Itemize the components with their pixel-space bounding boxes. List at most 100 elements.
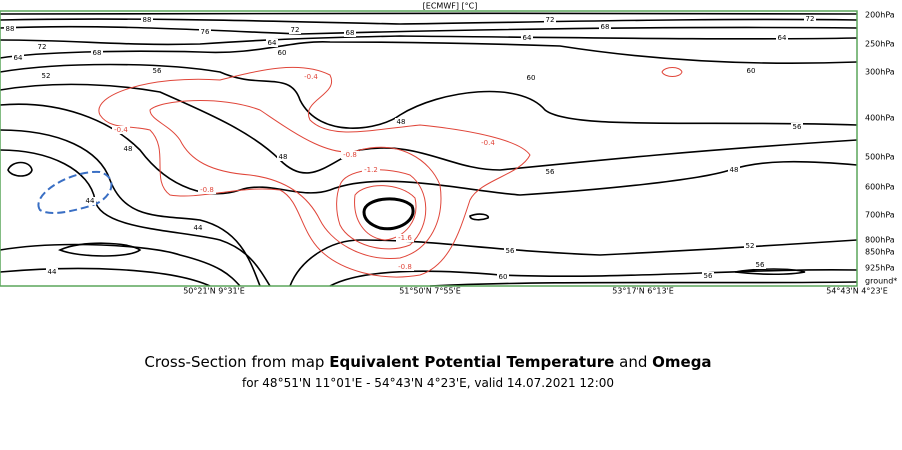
label-bg: [341, 151, 359, 159]
label-bg: [266, 39, 278, 47]
theta-e-contour: [0, 149, 271, 287]
theta-e-label: 60: [527, 74, 536, 82]
theta-e-label: 56: [546, 168, 555, 176]
theta-e-label: 48: [124, 145, 133, 153]
theta-e-label: 68: [601, 23, 610, 31]
theta-e-contour: [0, 267, 211, 287]
theta-e-contour: [37, 170, 113, 214]
theta-e-label: 72: [38, 43, 47, 51]
y-axis-label: 700hPa: [865, 211, 895, 220]
y-axis-label: 200hPa: [865, 11, 895, 20]
label-bg: [791, 123, 803, 131]
unit-label: [ECMWF] [°C]: [423, 2, 478, 11]
theta-e-contour: [0, 35, 858, 46]
theta-e-label: 76: [201, 28, 210, 36]
label-bg: [192, 224, 204, 232]
y-axis-label: 500hPa: [865, 153, 895, 162]
theta-e-contour: [429, 281, 858, 287]
theta-e-label: 44: [194, 224, 203, 232]
label-bg: [745, 67, 757, 75]
label-bg: [12, 54, 24, 62]
theta-e-contour: [0, 12, 858, 15]
theta-e-contour: [0, 25, 858, 35]
theta-e-label: 72: [291, 26, 300, 34]
theta-e-contour: [58, 242, 142, 257]
y-axis-label: 400hPa: [865, 114, 895, 123]
contour-lines: [0, 12, 858, 287]
label-bg: [396, 263, 414, 271]
y-axis-label: 850hPa: [865, 248, 895, 257]
label-bg: [91, 49, 103, 57]
theta-e-contour: [7, 161, 33, 177]
label-bg: [521, 34, 533, 42]
label-bg: [776, 34, 788, 42]
omega-contour: [149, 100, 442, 259]
subtitle: for 48°51'N 11°01'E - 54°43'N 4°23'E, va…: [242, 376, 614, 390]
theta-e-contour: [289, 239, 858, 287]
theta-e-label: 56: [506, 247, 515, 255]
theta-e-label: 48: [397, 118, 406, 126]
x-axis-label: 54°43'N 4°23'E: [826, 287, 888, 296]
theta-e-label: 64: [523, 34, 532, 42]
label-bg: [122, 145, 134, 153]
theta-e-label: 60: [499, 273, 508, 281]
theta-e-label: 68: [93, 49, 102, 57]
theta-e-label: 52: [42, 72, 51, 80]
omega-label: -0.8: [200, 186, 214, 194]
theta-e-label: 48: [279, 153, 288, 161]
label-bg: [744, 242, 756, 250]
label-bg: [40, 72, 52, 80]
theta-e-contour: [329, 268, 858, 287]
label-bg: [151, 67, 163, 75]
y-axis-label: 800hPa: [865, 236, 895, 245]
y-axis-label: ground*: [865, 277, 897, 286]
label-bg: [504, 247, 516, 255]
theta-e-label: 56: [153, 67, 162, 75]
label-bg: [395, 118, 407, 126]
omega-label: -0.4: [114, 126, 128, 134]
label-bg: [544, 16, 556, 24]
label-bg: [728, 166, 740, 174]
omega-contour: [354, 185, 417, 241]
label-bg: [497, 273, 509, 281]
theta-e-contour: [362, 197, 415, 231]
label-bg: [36, 43, 48, 51]
y-axis-label: 925hPa: [865, 264, 895, 273]
plot-frame: [0, 10, 858, 287]
theta-e-label: 56: [793, 123, 802, 131]
omega-label: -0.8: [398, 263, 412, 271]
omega-label: -0.4: [481, 139, 495, 147]
theta-e-label: 64: [268, 39, 277, 47]
theta-e-label: 52: [746, 242, 755, 250]
theta-e-contour: [0, 41, 858, 65]
y-axis-label: 300hPa: [865, 68, 895, 77]
theta-e-contour: [0, 63, 858, 129]
label-bg: [362, 166, 380, 174]
theta-e-label: 56: [704, 272, 713, 280]
x-axis-label: 50°21'N 9°31'E: [183, 287, 245, 296]
theta-e-contour: [0, 18, 858, 25]
theta-e-label: 88: [143, 16, 152, 24]
theta-e-label: 64: [778, 34, 787, 42]
chart-title: Cross-Section from map Equivalent Potent…: [144, 353, 711, 371]
omega-label: -1.2: [364, 166, 378, 174]
theta-e-contour: [469, 213, 490, 221]
omega-label: -0.8: [343, 151, 357, 159]
theta-e-contour: [734, 268, 806, 276]
x-axis-label: 51°50'N 7°55'E: [399, 287, 461, 296]
label-bg: [277, 153, 289, 161]
theta-e-label: 56: [756, 261, 765, 269]
label-bg: [525, 74, 537, 82]
theta-e-label: 44: [48, 268, 57, 276]
label-bg: [702, 272, 714, 280]
omega-label: -1.6: [398, 234, 412, 242]
label-bg: [46, 268, 58, 276]
theta-e-label: 88: [6, 25, 15, 33]
label-bg: [804, 15, 816, 23]
omega-label: -0.4: [304, 73, 318, 81]
title-field: Equivalent Potential Temperature: [329, 353, 614, 371]
omega-contour: [98, 66, 531, 278]
label-bg: [84, 197, 96, 205]
